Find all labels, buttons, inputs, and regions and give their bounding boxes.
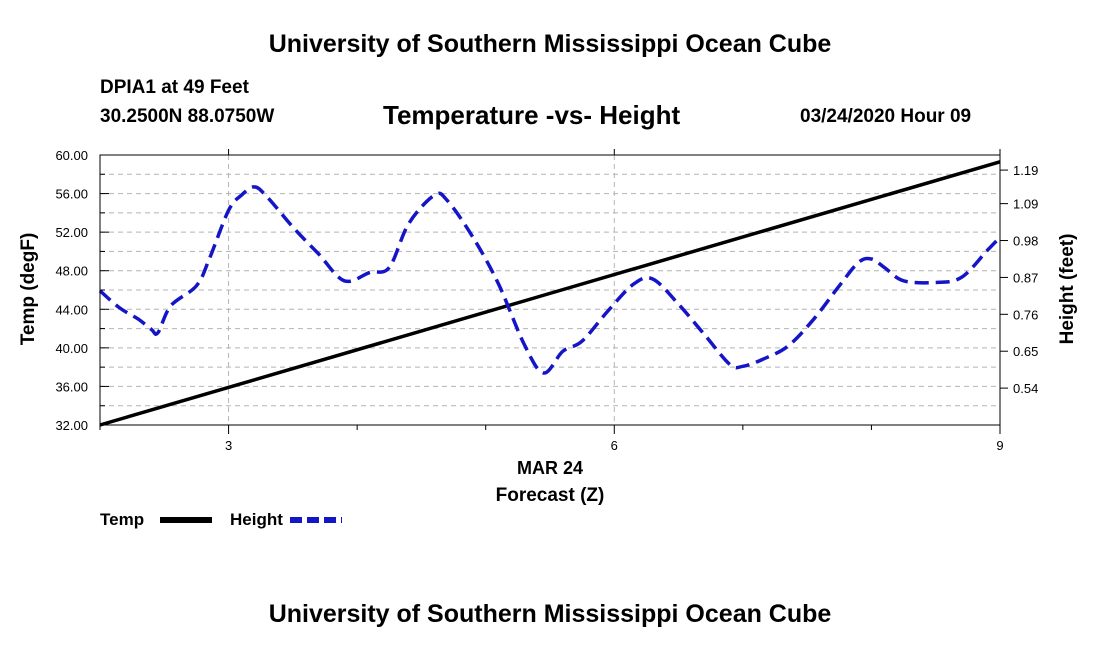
top-title: University of Southern Mississippi Ocean…	[268, 30, 832, 58]
bottom-title: University of Southern Mississippi Ocean…	[268, 600, 832, 628]
axes: 32.00 36.00 40.00 44.00 48.00 52.00 56.00 60.00…	[55, 148, 1038, 453]
y-tick-label: 36.00	[55, 379, 88, 394]
station-coords: 30.2500N 88.0750W	[100, 106, 275, 127]
legend-label-temp: Temp	[100, 510, 144, 529]
x-tick-label: 3	[225, 438, 232, 453]
x-tick-label: 9	[996, 438, 1003, 453]
chart-title: Temperature -vs- Height	[383, 100, 681, 130]
y-tick-label: 44.00	[55, 302, 88, 317]
series-lines	[98, 160, 1002, 427]
y2-tick-label: 0.54	[1013, 381, 1038, 396]
forecast-timestamp: 03/24/2020 Hour 09	[800, 106, 972, 127]
y-axis-label: Temp (degF)	[18, 233, 39, 346]
series-line-temp	[99, 160, 1001, 427]
legend-label-height: Height	[230, 510, 283, 529]
station-name: DPIA1 at 49 Feet	[100, 77, 249, 98]
y2-tick-label: 0.65	[1013, 344, 1038, 359]
x-tick-label: 6	[611, 438, 618, 453]
series-line-height	[98, 185, 1002, 375]
y2-tick-label: 0.98	[1013, 234, 1038, 249]
x-axis-label: Forecast (Z)	[496, 485, 605, 506]
y2-tick-label: 0.76	[1013, 307, 1038, 322]
x-axis-date-label: MAR 24	[517, 458, 583, 478]
y-tick-label: 52.00	[55, 225, 88, 240]
y-tick-label: 40.00	[55, 341, 88, 356]
y2-tick-label: 1.09	[1013, 197, 1038, 212]
y2-axis-label: Height (feet)	[1057, 234, 1078, 345]
y-tick-label: 48.00	[55, 264, 88, 279]
y2-tick-label: 1.19	[1013, 163, 1038, 178]
y-tick-label: 32.00	[55, 418, 88, 433]
y-tick-label: 60.00	[55, 148, 88, 163]
y-tick-label: 56.00	[55, 187, 88, 202]
y2-tick-label: 0.87	[1013, 270, 1038, 285]
legend: Temp Height	[100, 510, 342, 529]
